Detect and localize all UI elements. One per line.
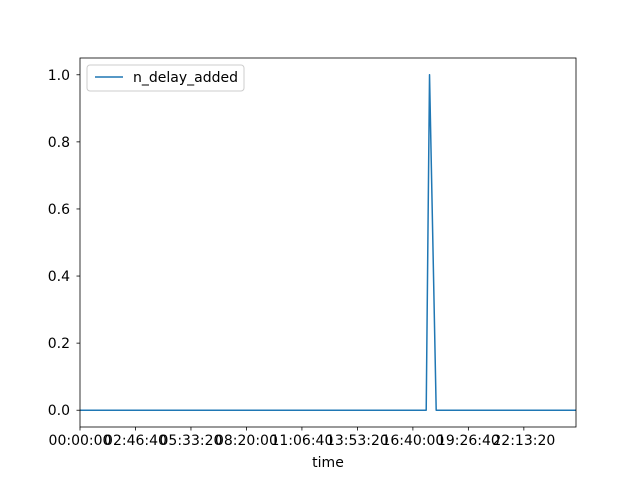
legend-label-n-delay-added: n_delay_added — [133, 70, 238, 86]
x-axis-label: time — [312, 455, 344, 471]
x-tick-label: 22:13:20 — [492, 433, 555, 449]
x-tick-label: 13:53:20 — [326, 433, 389, 449]
x-tick-label: 05:33:20 — [160, 433, 223, 449]
x-tick-label: 02:46:40 — [104, 433, 167, 449]
legend: n_delay_added — [86, 64, 245, 92]
y-tick-label: 0.4 — [48, 269, 70, 285]
y-tick-label: 0.0 — [48, 403, 70, 419]
x-tick-label: 08:20:00 — [215, 433, 278, 449]
x-tick-label: 16:40:00 — [381, 433, 444, 449]
series-line-n-delay-added — [80, 74, 576, 411]
legend-box — [86, 64, 245, 92]
series-layer — [80, 74, 576, 411]
x-tick-label: 11:06:40 — [270, 433, 333, 449]
x-tick-label: 19:26:40 — [437, 433, 500, 449]
y-tick-label: 0.2 — [48, 336, 70, 352]
y-tick-label: 1.0 — [48, 68, 70, 84]
y-tick-label: 0.6 — [48, 202, 70, 218]
y-tick-label: 0.8 — [48, 135, 70, 151]
y-axis-ticks: 0.0 0.2 0.4 0.6 0.8 1.0 — [48, 68, 80, 419]
x-tick-label: 00:00:00 — [49, 433, 112, 449]
x-axis-ticks: 00:00:0002:46:4005:33:2008:20:0011:06:40… — [49, 427, 555, 449]
axes-frame — [79, 57, 577, 428]
